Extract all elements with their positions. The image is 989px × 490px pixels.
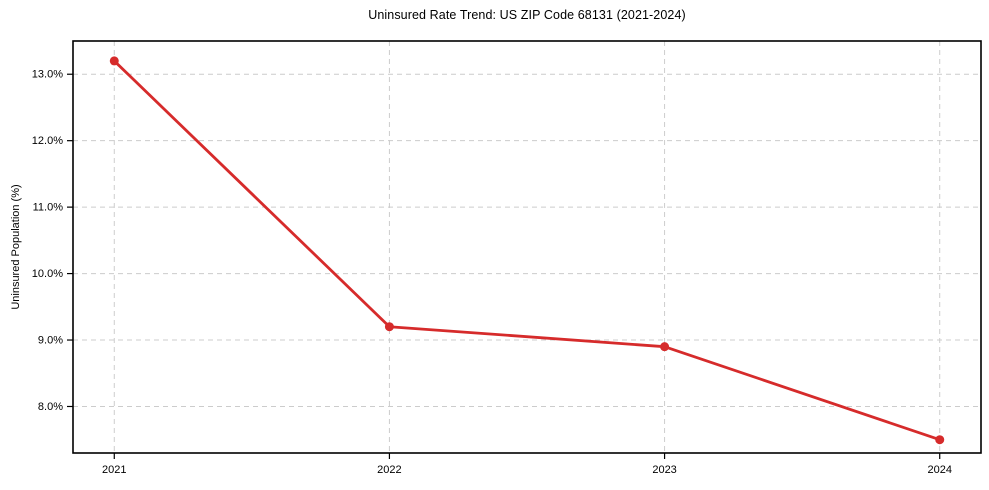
trend-line	[112, 59, 942, 442]
x-tick-label: 2022	[377, 464, 401, 476]
data-point	[384, 322, 394, 332]
y-tick-label: 9.0%	[38, 335, 63, 347]
y-tick-label: 11.0%	[33, 202, 64, 214]
x-tick-label: 2024	[927, 464, 951, 476]
chart-title: Uninsured Rate Trend: US ZIP Code 68131 …	[368, 8, 686, 22]
data-point	[935, 435, 945, 445]
x-tick-label: 2021	[102, 464, 126, 476]
plot-border	[72, 40, 982, 454]
y-tick-label: 8.0%	[38, 401, 63, 413]
data-point	[660, 342, 670, 352]
data-point	[109, 56, 119, 66]
y-tick-label: 13.0%	[32, 69, 63, 81]
y-tick-label: 10.0%	[32, 268, 63, 280]
x-tick-label: 2023	[652, 464, 676, 476]
y-tick-label: 12.0%	[32, 135, 63, 147]
